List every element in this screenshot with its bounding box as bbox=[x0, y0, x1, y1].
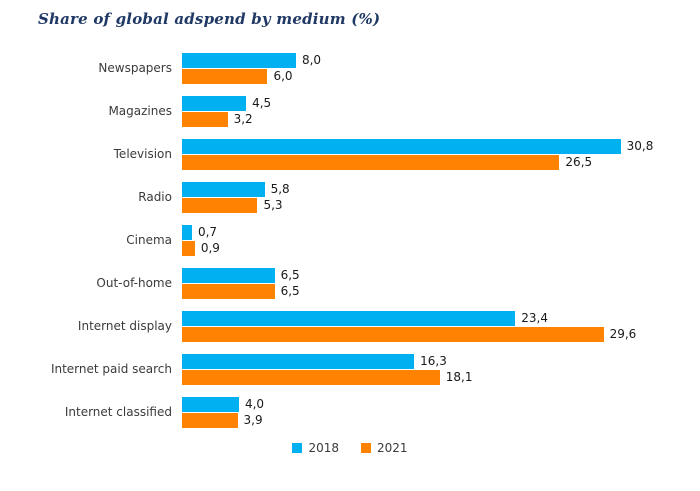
bar-line-2021: 0,9 bbox=[182, 240, 652, 256]
category-label: Newspapers bbox=[98, 61, 172, 75]
chart-row: Out-of-home 6,5 6,5 bbox=[0, 267, 700, 299]
value-label: 5,8 bbox=[270, 182, 290, 196]
chart-row: Magazines 4,5 3,2 bbox=[0, 95, 700, 127]
chart-row: Radio 5,8 5,3 bbox=[0, 181, 700, 213]
bar-line-2021: 6,0 bbox=[182, 68, 652, 84]
value-label: 3,9 bbox=[243, 413, 263, 427]
value-label: 29,6 bbox=[609, 327, 637, 341]
category-label: Out-of-home bbox=[96, 276, 172, 290]
chart-title: Share of global adspend by medium (%) bbox=[38, 10, 381, 28]
legend-item-2018: 2018 bbox=[292, 441, 339, 455]
value-label: 30,8 bbox=[626, 139, 654, 153]
bar-2021 bbox=[182, 326, 604, 342]
category-label: Internet display bbox=[77, 319, 172, 333]
chart-rows: Newspapers 8,0 6,0 Magazines 4,5 3,2 Televisio… bbox=[0, 52, 700, 428]
chart-row: Cinema 0,7 0,9 bbox=[0, 224, 700, 256]
chart-row: Internet classified 4,0 3,9 bbox=[0, 396, 700, 428]
bar-group: 0,7 0,9 bbox=[182, 224, 652, 256]
bar-2021 bbox=[182, 240, 195, 256]
bar-2018 bbox=[182, 95, 247, 111]
bar-line-2018: 16,3 bbox=[182, 353, 652, 369]
bar-group: 5,8 5,3 bbox=[182, 181, 652, 213]
bar-group: 6,5 6,5 bbox=[182, 267, 652, 299]
category-label: Magazines bbox=[108, 104, 172, 118]
category-label: Internet classified bbox=[64, 405, 172, 419]
bar-line-2021: 3,2 bbox=[182, 111, 652, 127]
bar-2018 bbox=[182, 353, 415, 369]
bar-line-2021: 29,6 bbox=[182, 326, 652, 342]
bar-line-2018: 0,7 bbox=[182, 224, 652, 240]
chart-row: Internet paid search 16,3 18,1 bbox=[0, 353, 700, 385]
category-label: Cinema bbox=[126, 233, 172, 247]
bar-group: 8,0 6,0 bbox=[182, 52, 652, 84]
value-label: 4,5 bbox=[252, 96, 272, 110]
bar-2021 bbox=[182, 412, 238, 428]
bar-2021 bbox=[182, 283, 275, 299]
value-label: 5,3 bbox=[263, 198, 283, 212]
bar-line-2021: 18,1 bbox=[182, 369, 652, 385]
bar-2021 bbox=[182, 111, 228, 127]
bar-2021 bbox=[182, 154, 560, 170]
legend-item-2021: 2021 bbox=[361, 441, 408, 455]
category-label: Radio bbox=[138, 190, 172, 204]
bar-line-2018: 4,0 bbox=[182, 396, 652, 412]
value-label: 18,1 bbox=[445, 370, 473, 384]
bar-2021 bbox=[182, 369, 440, 385]
bar-2021 bbox=[182, 68, 268, 84]
category-label: Television bbox=[113, 147, 172, 161]
legend: 2018 2021 bbox=[0, 441, 700, 455]
bar-line-2018: 23,4 bbox=[182, 310, 652, 326]
legend-label: 2021 bbox=[377, 441, 408, 455]
bar-line-2018: 5,8 bbox=[182, 181, 652, 197]
chart-row: Television 30,8 26,5 bbox=[0, 138, 700, 170]
value-label: 6,5 bbox=[280, 268, 300, 282]
bar-group: 16,3 18,1 bbox=[182, 353, 652, 385]
bar-line-2021: 26,5 bbox=[182, 154, 652, 170]
bar-line-2018: 8,0 bbox=[182, 52, 652, 68]
bar-2018 bbox=[182, 181, 265, 197]
value-label: 8,0 bbox=[301, 53, 322, 67]
bar-line-2018: 30,8 bbox=[182, 138, 654, 154]
chart-row: Internet display 23,4 29,6 bbox=[0, 310, 700, 342]
value-label: 0,7 bbox=[197, 225, 218, 239]
value-label: 0,9 bbox=[200, 241, 220, 255]
value-label: 3,2 bbox=[233, 112, 253, 126]
value-label: 6,0 bbox=[273, 69, 293, 83]
value-label: 6,5 bbox=[280, 284, 300, 298]
value-label: 4,0 bbox=[244, 397, 265, 411]
category-label: Internet paid search bbox=[50, 362, 172, 376]
bar-2018 bbox=[182, 52, 296, 68]
bar-group: 4,0 3,9 bbox=[182, 396, 652, 428]
value-label: 16,3 bbox=[420, 354, 447, 368]
bar-line-2018: 4,5 bbox=[182, 95, 652, 111]
bar-line-2021: 5,3 bbox=[182, 197, 652, 213]
bar-line-2018: 6,5 bbox=[182, 267, 652, 283]
bar-2018 bbox=[182, 224, 192, 240]
bar-group: 30,8 26,5 bbox=[182, 138, 654, 170]
bar-2018 bbox=[182, 396, 239, 412]
chart-row: Newspapers 8,0 6,0 bbox=[0, 52, 700, 84]
legend-label: 2018 bbox=[308, 441, 339, 455]
value-label: 26,5 bbox=[565, 155, 593, 169]
bar-2018 bbox=[182, 310, 516, 326]
bar-line-2021: 3,9 bbox=[182, 412, 652, 428]
bar-2021 bbox=[182, 197, 258, 213]
bar-2018 bbox=[182, 267, 275, 283]
bar-group: 4,5 3,2 bbox=[182, 95, 652, 127]
legend-swatch-icon bbox=[361, 443, 371, 453]
bar-2018 bbox=[182, 138, 621, 154]
bar-group: 23,4 29,6 bbox=[182, 310, 652, 342]
legend-swatch-icon bbox=[292, 443, 303, 453]
bar-line-2021: 6,5 bbox=[182, 283, 652, 299]
value-label: 23,4 bbox=[521, 311, 548, 325]
